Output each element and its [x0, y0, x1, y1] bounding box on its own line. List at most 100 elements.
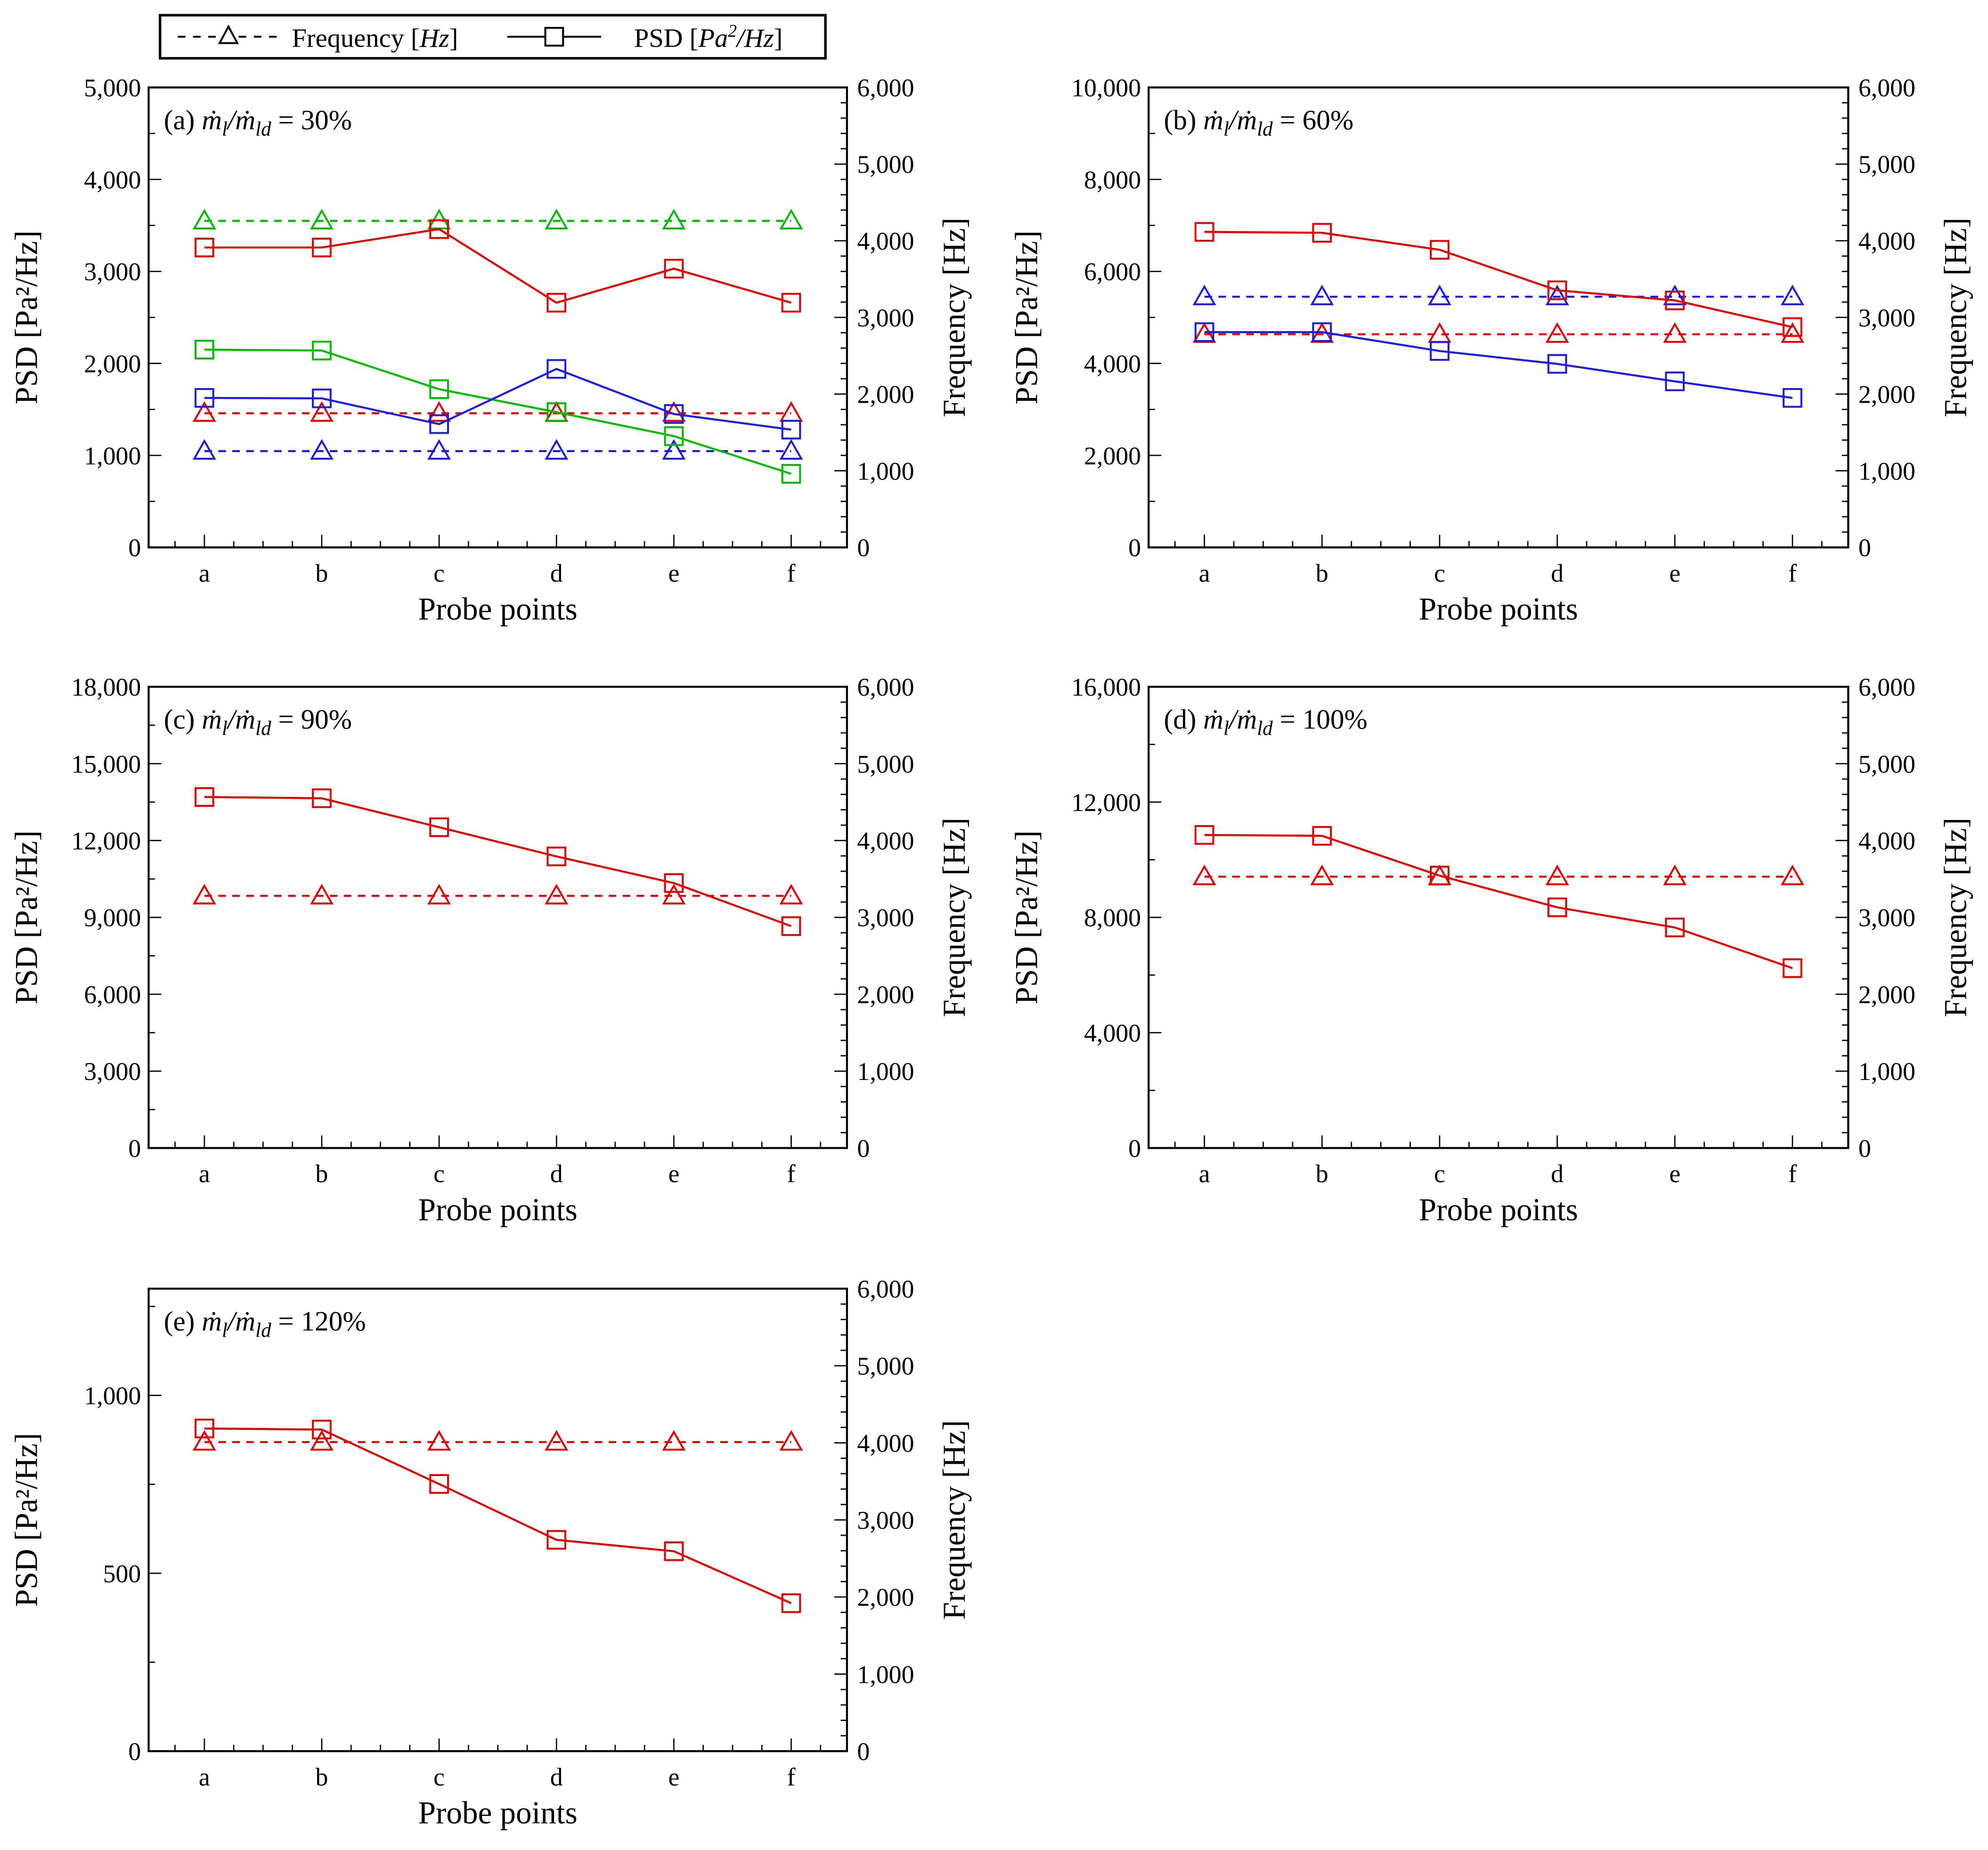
square-marker: [1547, 354, 1567, 374]
triangle-marker: [779, 401, 803, 422]
triangle-marker: [779, 1430, 803, 1451]
square-marker: [1194, 322, 1214, 342]
panel-label: (b): [1164, 104, 1204, 135]
y-axis-title: PSD [Pa²/Hz]: [1009, 230, 1044, 404]
square-marker: [546, 292, 567, 313]
legend-frequency-label: Frequency [Hz]: [292, 24, 458, 53]
y2-axis-title: Frequency [Hz]: [1938, 818, 1973, 1017]
square-marker: [781, 292, 801, 313]
triangle-marker: [779, 209, 803, 230]
x-tick-label: f: [787, 559, 796, 587]
y2-tick-label: 5,000: [857, 1352, 914, 1380]
triangle-marker: [545, 209, 569, 230]
x-axis-title: Probe points: [418, 1192, 578, 1227]
triangle-marker: [310, 401, 334, 422]
y2-tick-label: 1,000: [1858, 1057, 1915, 1086]
square-marker: [312, 1420, 332, 1440]
triangle-marker: [662, 1430, 686, 1451]
square-marker: [664, 259, 684, 279]
y2-tick-label: 1,000: [1858, 457, 1915, 485]
plot-frame: [1148, 686, 1849, 1149]
square-marker: [1547, 280, 1567, 300]
square-marker: [1547, 897, 1567, 917]
y2-tick-label: 4,000: [1858, 827, 1915, 855]
triangle-marker: [1780, 284, 1804, 306]
x-tick-label: d: [550, 559, 563, 587]
y-tick-label: 15,000: [71, 750, 141, 778]
y2-tick-label: 3,000: [857, 904, 914, 932]
triangle-marker: [545, 884, 569, 905]
triangle-marker: [192, 209, 216, 230]
y2-tick-label: 6,000: [1858, 73, 1915, 102]
triangle-marker: [1310, 284, 1334, 306]
y-tick-label: 1,000: [84, 442, 141, 470]
triangle-marker: [1545, 284, 1569, 306]
psd-line: [1204, 834, 1793, 969]
square-marker: [312, 388, 332, 408]
y2-tick-label: 3,000: [857, 1506, 914, 1534]
x-tick-label: f: [787, 1160, 796, 1188]
square-marker: [664, 426, 684, 446]
y2-tick-label: 5,000: [1858, 150, 1915, 179]
y-tick-label: 0: [128, 1737, 141, 1766]
triangle-marker: [310, 1430, 334, 1451]
psd-line: [1204, 231, 1793, 328]
triangle-marker: [192, 439, 216, 460]
series-frequency-blue: [1192, 284, 1804, 306]
y-tick-label: 12,000: [1071, 788, 1141, 817]
formula-sub: l: [222, 717, 228, 739]
x-tick-label: e: [1669, 1160, 1680, 1188]
square-marker: [1312, 322, 1332, 342]
y-tick-label: 4,000: [1084, 349, 1141, 378]
formula-m: ṁ: [1203, 704, 1223, 735]
panel-ratio: = 120%: [271, 1306, 366, 1337]
series-frequency-red: [192, 1430, 803, 1451]
panel-ratio: = 100%: [1273, 704, 1368, 735]
triangle-marker: [545, 1430, 569, 1451]
y-tick-label: 2,000: [1084, 442, 1141, 470]
y-tick-label: 0: [1128, 534, 1141, 562]
square-marker: [664, 1541, 684, 1561]
plot-frame: [147, 86, 848, 549]
formula-m: /ṁ: [1228, 704, 1257, 735]
triangle-marker: [1780, 322, 1804, 343]
x-axis-title: Probe points: [1419, 1192, 1578, 1227]
y2-tick-label: 2,000: [857, 1583, 914, 1612]
y-tick-label: 0: [128, 534, 141, 562]
square-marker: [781, 420, 801, 440]
square-marker: [1430, 240, 1450, 260]
x-tick-label: f: [1788, 559, 1797, 587]
x-axis-title: Probe points: [418, 592, 578, 627]
square-marker: [664, 873, 684, 893]
triangle-marker: [427, 1430, 451, 1451]
square-marker: [1665, 290, 1685, 310]
psd-line: [204, 795, 792, 927]
chart-panel-b: a b c d e f Probe points 0 2,000 4,000 6,000 8,000 1…: [1009, 73, 1973, 626]
y-tick-label: 12,000: [71, 827, 141, 855]
y2-tick-label: 5,000: [1858, 750, 1915, 778]
y2-tick-label: 5,000: [857, 750, 914, 778]
x-tick-label: b: [1316, 1160, 1328, 1188]
x-tick-label: e: [668, 559, 679, 587]
triangle-marker: [427, 884, 451, 905]
triangle-marker: [192, 1430, 216, 1451]
psd-line: [204, 228, 792, 304]
formula-sub: ld: [255, 717, 271, 739]
series-frequency-green: [192, 209, 803, 230]
y2-tick-label: 0: [857, 1737, 870, 1766]
square-marker: [195, 340, 214, 360]
triangle-marker: [192, 401, 216, 422]
square-marker: [1783, 958, 1802, 978]
y-tick-label: 2,000: [84, 349, 141, 378]
panel-ratio: = 60%: [1273, 104, 1353, 135]
x-tick-label: a: [199, 559, 210, 587]
triangle-marker: [662, 439, 686, 460]
y-axis-title: PSD [Pa²/Hz]: [9, 230, 44, 404]
y2-tick-label: 1,000: [857, 1660, 914, 1688]
square-marker: [429, 817, 449, 837]
triangle-marker: [1427, 322, 1451, 343]
square-marker: [429, 379, 449, 399]
panel-label: (a): [164, 104, 202, 135]
x-tick-label: c: [1434, 559, 1445, 587]
